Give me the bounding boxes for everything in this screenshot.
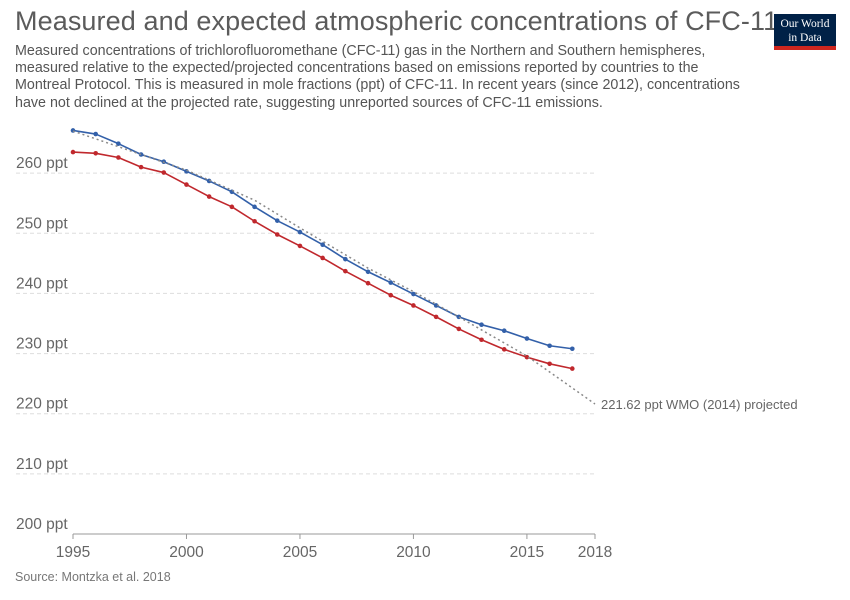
- series-line-1: [72, 151, 573, 370]
- x-tick-label-1995: 1995: [56, 544, 90, 561]
- series-1-point: [297, 243, 303, 249]
- series-line-0: [72, 129, 573, 350]
- series-0-point: [297, 229, 303, 235]
- y-tick-label-200: 200 ppt: [16, 516, 68, 533]
- owid-logo[interactable]: Our World in Data: [774, 14, 836, 50]
- series-1-point: [184, 182, 189, 187]
- chart-series: [70, 128, 596, 405]
- y-tick-label-230: 230 ppt: [16, 336, 68, 353]
- series-0-point: [388, 280, 394, 285]
- series-1-point: [433, 314, 439, 320]
- grid-lines: [16, 172, 595, 475]
- logo-line-1: Our World: [780, 18, 830, 30]
- series-1-point: [138, 164, 144, 170]
- series-1-point: [274, 232, 280, 237]
- series-0-point: [479, 322, 484, 328]
- series-1-point: [388, 292, 394, 298]
- logo-line-2: in Data: [788, 32, 822, 44]
- series-0-point: [411, 291, 416, 297]
- y-tick-label-250: 250 ppt: [16, 215, 68, 232]
- series-1-point: [501, 347, 507, 352]
- x-tick-label-2000: 2000: [169, 544, 204, 561]
- series-0-point: [93, 131, 98, 137]
- x-axis: 1995 2000 2005 2010 2015 2018: [56, 533, 612, 561]
- series-1-point: [252, 218, 257, 224]
- x-tick-label-2015: 2015: [510, 544, 544, 561]
- chart-subtitle: Measured concentrations of trichlorofluo…: [15, 43, 740, 111]
- x-tick-label-2005: 2005: [283, 544, 317, 561]
- series-0-point: [320, 242, 325, 248]
- series-0-point: [570, 346, 575, 352]
- series-line-2: [72, 130, 596, 405]
- series-1-point: [70, 149, 76, 155]
- series-1-point: [161, 170, 167, 175]
- y-axis-ticks: 200 ppt 210 ppt 220 ppt 230 ppt 240 ppt 250 p…: [16, 155, 68, 533]
- series-1-point: [93, 150, 98, 156]
- series-1-point: [116, 155, 121, 160]
- series-1-point: [343, 268, 348, 274]
- series-0-point: [433, 303, 439, 308]
- series-0-point: [252, 204, 257, 210]
- series-0-point: [547, 343, 552, 349]
- series-1-point: [479, 337, 484, 343]
- series-0-point: [274, 218, 280, 223]
- series-0-point: [501, 328, 507, 334]
- series-1-point: [547, 361, 552, 367]
- y-tick-label-210: 210 ppt: [16, 456, 68, 473]
- series-1-point: [411, 303, 416, 308]
- x-tick-label-2018: 2018: [578, 544, 612, 561]
- series-0-point: [524, 336, 530, 341]
- series-annotations: 221.62 ppt WMO (2014) projected: [601, 397, 798, 412]
- series-1-point: [524, 354, 530, 360]
- series-1-point: [365, 280, 371, 286]
- chart-source[interactable]: Source: Montzka et al. 2018: [15, 570, 171, 584]
- y-tick-label-240: 240 ppt: [16, 275, 68, 292]
- x-tick-label-2010: 2010: [396, 544, 431, 561]
- y-tick-label-260: 260 ppt: [16, 155, 68, 172]
- series-1-point: [456, 326, 462, 332]
- series-1-point: [570, 366, 575, 371]
- series-0-point: [343, 256, 348, 262]
- chart-title: Measured and expected atmospheric concen…: [15, 6, 779, 36]
- series-1-point: [229, 204, 235, 210]
- series-1-point: [206, 194, 212, 199]
- series-label-2: 221.62 ppt WMO (2014) projected: [601, 397, 798, 412]
- series-0-point: [365, 269, 371, 275]
- series-0-point: [116, 141, 121, 146]
- series-1-point: [320, 255, 325, 261]
- y-tick-label-220: 220 ppt: [16, 396, 68, 413]
